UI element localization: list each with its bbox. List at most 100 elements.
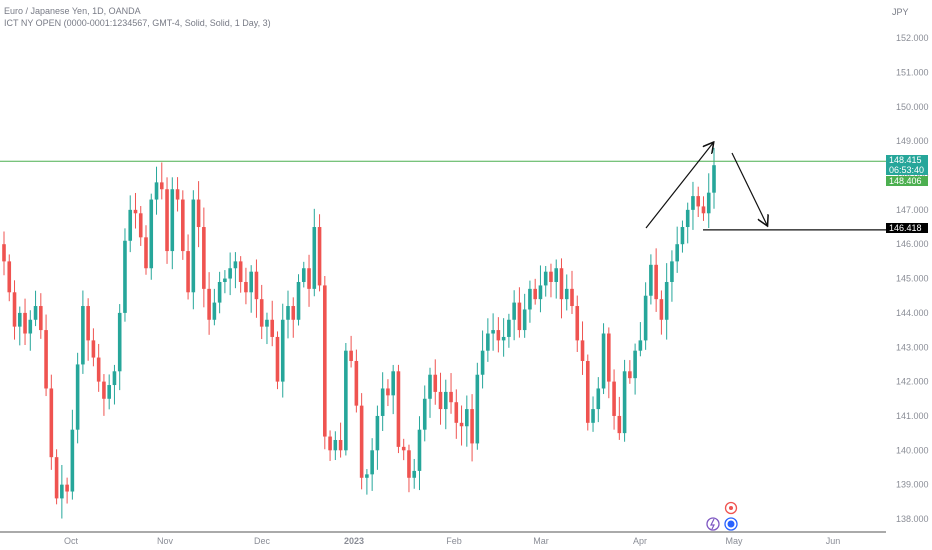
up-arrow[interactable] [645,143,713,229]
candle-body[interactable] [685,209,690,228]
candle-body[interactable] [96,357,101,382]
candle-body[interactable] [454,402,459,423]
candle-body[interactable] [186,251,190,293]
candle-body[interactable] [275,336,280,382]
candle-body[interactable] [23,312,27,334]
candle-body[interactable] [202,227,206,289]
candle-body[interactable] [417,429,422,471]
candle-body[interactable] [428,374,432,399]
candle-body[interactable] [196,199,201,228]
candle-body[interactable] [470,409,474,444]
candle-body[interactable] [701,206,706,214]
candle-body[interactable] [217,281,222,303]
candle-body[interactable] [670,261,674,282]
candle-body[interactable] [401,446,406,451]
candle-body[interactable] [496,330,501,341]
candle-body[interactable] [638,340,643,351]
candle-body[interactable] [554,268,559,282]
candle-body[interactable] [159,182,164,190]
candle-body[interactable] [507,319,511,337]
candle-body[interactable] [254,271,259,300]
candle-body[interactable] [75,364,80,430]
candle-body[interactable] [191,199,196,293]
candle-body[interactable] [459,422,464,427]
event-icon[interactable] [724,517,738,531]
candle-body[interactable] [223,278,227,282]
candle-body[interactable] [396,371,401,447]
candle-body[interactable] [86,306,90,341]
candle-body[interactable] [2,244,6,262]
candle-body[interactable] [580,340,585,361]
candle-body[interactable] [612,381,616,416]
candle-body[interactable] [170,189,175,252]
candle-body[interactable] [433,374,438,392]
candle-body[interactable] [149,199,154,269]
candle-body[interactable] [349,350,353,361]
candle-body[interactable] [60,484,64,499]
candle-body[interactable] [207,288,211,320]
candle-body[interactable] [91,340,96,358]
candle-body[interactable] [328,436,332,451]
candle-body[interactable] [443,391,448,410]
candle-body[interactable] [133,209,138,214]
candle-body[interactable] [633,350,637,379]
candle-body[interactable] [165,189,169,252]
alert-icon[interactable] [724,501,738,515]
candle-body[interactable] [533,288,537,300]
candle-body[interactable] [44,330,48,389]
candle-body[interactable] [628,371,632,379]
candle-body[interactable] [664,281,669,320]
down-arrow[interactable] [731,152,767,225]
candle-body[interactable] [70,429,75,492]
candle-body[interactable] [286,306,290,320]
candle-body[interactable] [575,306,580,341]
candle-body[interactable] [480,350,485,375]
candle-body[interactable] [154,182,159,200]
candle-body[interactable] [465,409,469,427]
candle-body[interactable] [323,285,327,437]
candle-body[interactable] [522,309,527,331]
candle-body[interactable] [181,199,185,252]
candle-body[interactable] [265,319,269,327]
candle-body[interactable] [564,288,569,300]
candle-body[interactable] [259,299,264,327]
candle-body[interactable] [7,261,12,293]
candle-body[interactable] [675,244,679,262]
candle-body[interactable] [338,439,343,451]
candle-body[interactable] [117,312,122,372]
candle-body[interactable] [449,391,453,403]
candle-body[interactable] [249,271,253,293]
candle-body[interactable] [475,374,480,444]
candle-body[interactable] [375,415,380,451]
candle-body[interactable] [654,264,658,300]
candle-body[interactable] [17,312,22,327]
candle-body[interactable] [112,371,117,386]
candle-body[interactable] [412,470,417,478]
candle-body[interactable] [138,213,143,238]
candle-body[interactable] [591,409,595,423]
candle-body[interactable] [712,165,716,193]
candle-body[interactable] [228,268,232,279]
candle-body[interactable] [380,388,385,416]
candle-body[interactable] [49,388,54,458]
candle-body[interactable] [549,271,553,282]
candle-body[interactable] [312,227,317,289]
candle-body[interactable] [301,268,306,282]
candle-body[interactable] [354,360,359,406]
candle-body[interactable] [128,209,133,241]
candle-body[interactable] [643,295,648,341]
candle-body[interactable] [107,385,111,399]
candle-body[interactable] [280,319,285,382]
candle-body[interactable] [212,302,217,320]
candle-body[interactable] [307,268,311,289]
candle-body[interactable] [238,261,243,282]
candle-body[interactable] [344,350,348,451]
candle-body[interactable] [365,474,369,478]
candle-body[interactable] [696,196,701,207]
candle-body[interactable] [244,281,248,293]
candle-body[interactable] [407,450,411,478]
candle-body[interactable] [270,319,275,337]
candle-body[interactable] [585,360,590,423]
candle-body[interactable] [359,405,364,478]
